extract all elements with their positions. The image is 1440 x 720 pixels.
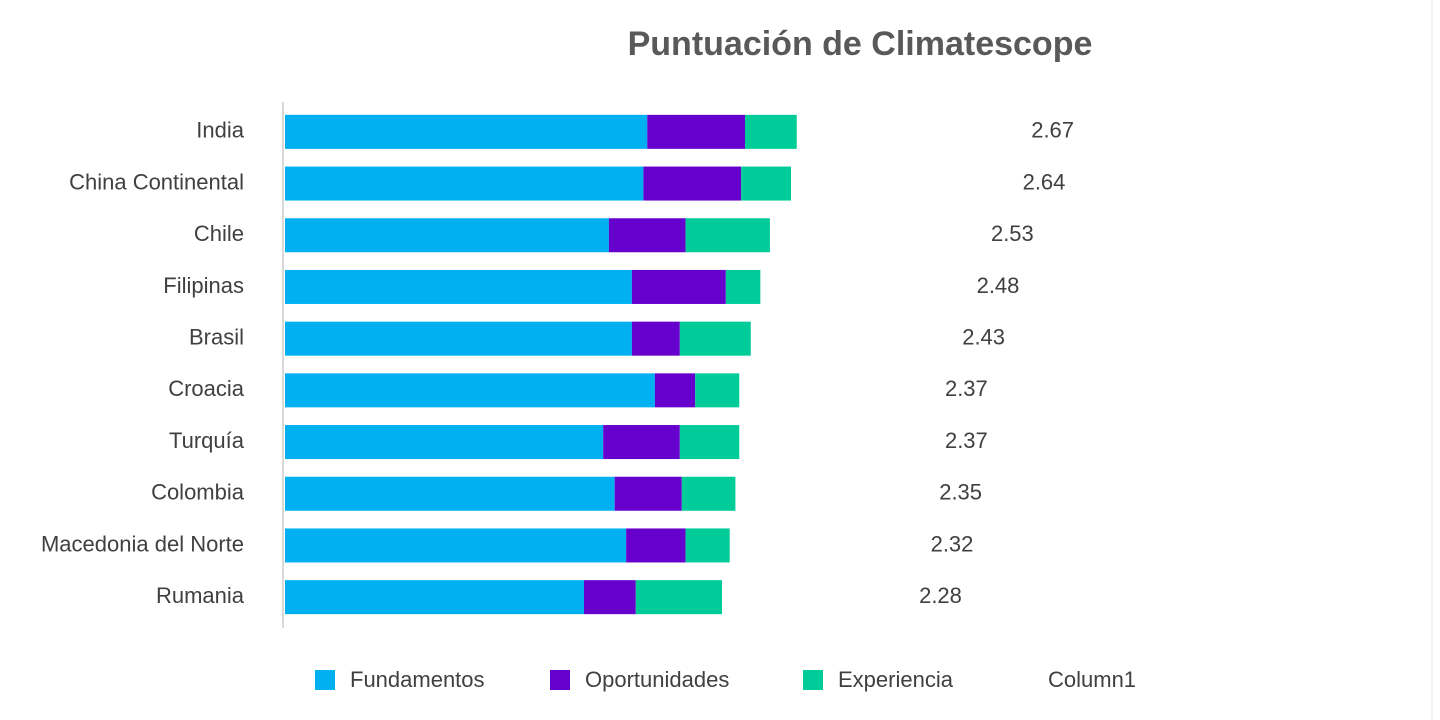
y-tick-label: Brasil <box>189 324 244 349</box>
bar-segment <box>647 114 745 149</box>
bar-segment <box>725 269 761 304</box>
bar-segment <box>285 321 632 356</box>
bar-segment <box>685 218 770 253</box>
data-label: 2.35 <box>939 480 982 505</box>
y-tick-label: Macedonia del Norte <box>41 531 244 556</box>
y-tick-label: India <box>196 118 244 143</box>
y-tick-label: Turquía <box>169 428 245 453</box>
bar-segment <box>654 373 696 408</box>
bar-segment <box>285 114 648 149</box>
legend-swatch <box>803 670 823 690</box>
legend-label: Column1 <box>1048 667 1136 692</box>
data-label: 2.67 <box>1031 118 1074 143</box>
bar-segment <box>285 373 655 408</box>
y-tick-label: Croacia <box>168 376 245 401</box>
y-tick-label: Rumania <box>156 583 245 608</box>
bar-segment <box>285 166 644 201</box>
y-tick-label: Colombia <box>151 480 245 505</box>
bar-segment <box>685 528 730 563</box>
data-label: 2.28 <box>919 583 962 608</box>
bar-segment <box>695 373 740 408</box>
data-label: 2.53 <box>991 221 1034 246</box>
legend-label: Experiencia <box>838 667 954 692</box>
bar-segment <box>285 476 615 511</box>
bar-segment <box>285 218 609 253</box>
bar-segment <box>741 166 791 201</box>
bar-segment <box>745 114 797 149</box>
bar-segment <box>285 528 627 563</box>
bar-segment <box>631 321 680 356</box>
bar-segment <box>679 321 751 356</box>
bar-segment <box>614 476 682 511</box>
y-tick-label: Filipinas <box>163 273 244 298</box>
bar-segment <box>631 269 726 304</box>
y-tick-label: Chile <box>194 221 244 246</box>
bar-segment <box>608 218 686 253</box>
y-tick-label: China Continental <box>69 169 244 194</box>
bar-segment <box>285 580 584 615</box>
chart-title: Puntuación de Climatescope <box>628 25 1093 63</box>
legend-label: Fundamentos <box>350 667 485 692</box>
bar-segment <box>584 580 636 615</box>
legend-swatch <box>315 670 335 690</box>
bar-segment <box>285 269 632 304</box>
data-label: 2.37 <box>945 376 988 401</box>
bar-segment <box>635 580 722 615</box>
data-label: 2.32 <box>931 531 974 556</box>
data-label: 2.48 <box>977 273 1020 298</box>
bar-segment <box>681 476 736 511</box>
legend-swatch <box>550 670 570 690</box>
bar-segment <box>626 528 686 563</box>
bar-segment <box>679 425 740 460</box>
data-label: 2.64 <box>1023 169 1066 194</box>
data-label: 2.43 <box>962 324 1005 349</box>
bar-segment <box>603 425 680 460</box>
data-label: 2.37 <box>945 428 988 453</box>
bar-segment <box>643 166 742 201</box>
legend-label: Oportunidades <box>585 667 729 692</box>
bar-segment <box>285 425 604 460</box>
